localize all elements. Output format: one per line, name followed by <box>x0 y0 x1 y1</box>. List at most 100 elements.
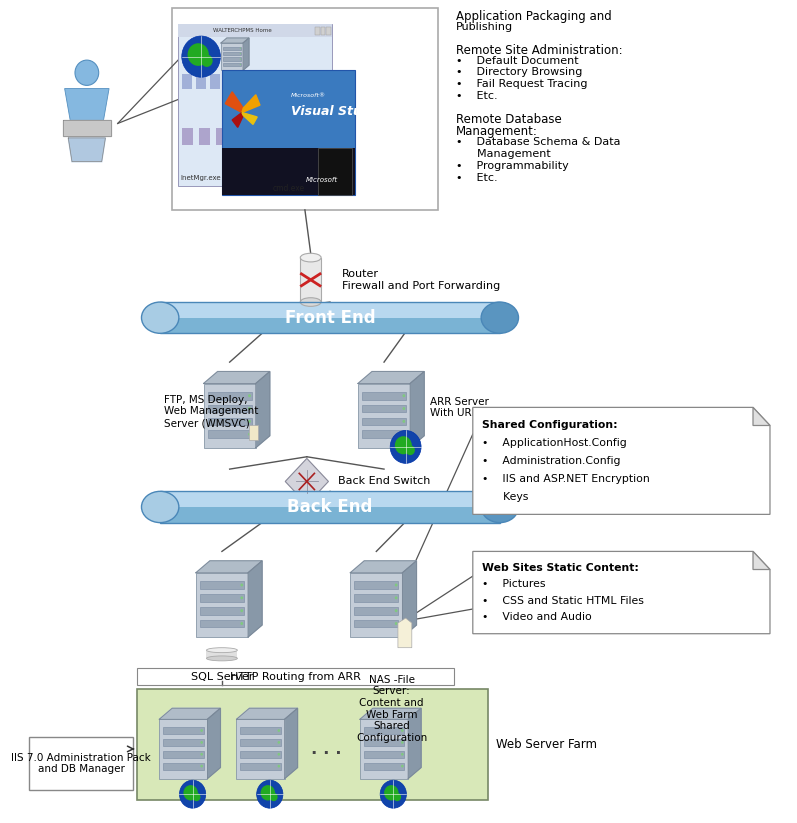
Circle shape <box>380 780 406 808</box>
Bar <box>240 763 281 770</box>
Circle shape <box>277 753 280 756</box>
Circle shape <box>248 407 251 410</box>
Circle shape <box>384 785 398 801</box>
Circle shape <box>200 753 203 756</box>
Circle shape <box>401 765 403 768</box>
Text: Front End: Front End <box>285 309 375 327</box>
Circle shape <box>391 430 421 463</box>
Bar <box>223 74 234 89</box>
Ellipse shape <box>300 298 321 306</box>
Text: Microsoft®: Microsoft® <box>291 92 326 98</box>
Polygon shape <box>65 89 109 120</box>
Text: IIS 7.0 Administration Pack
and DB Manager: IIS 7.0 Administration Pack and DB Manag… <box>11 752 151 774</box>
Text: •    Fail Request Tracing: • Fail Request Tracing <box>456 79 587 90</box>
Text: •    ApplicationHost.Config: • ApplicationHost.Config <box>482 438 626 448</box>
Text: InetMgr.exe: InetMgr.exe <box>181 174 222 181</box>
Text: Remote Database: Remote Database <box>456 113 562 126</box>
Circle shape <box>241 609 243 612</box>
Bar <box>182 128 194 146</box>
Bar <box>163 727 203 734</box>
Bar <box>233 128 245 146</box>
Polygon shape <box>196 560 262 573</box>
Polygon shape <box>226 92 243 113</box>
Ellipse shape <box>300 253 321 262</box>
Polygon shape <box>360 709 421 719</box>
Text: •    Etc.: • Etc. <box>456 91 497 101</box>
Bar <box>206 650 238 658</box>
Text: FTP, MS Deploy,
Web Management
Server (WMSVC): FTP, MS Deploy, Web Management Server (W… <box>164 395 258 428</box>
Bar <box>362 392 406 400</box>
Bar <box>222 70 355 195</box>
Polygon shape <box>243 38 249 70</box>
Bar <box>363 739 404 746</box>
Text: Back End Switch: Back End Switch <box>338 477 430 486</box>
Bar <box>137 689 489 800</box>
Text: cmd.exe: cmd.exe <box>273 184 304 193</box>
Text: •    Video and Audio: • Video and Audio <box>482 612 592 622</box>
Circle shape <box>75 60 99 86</box>
Text: Web Sites Static Content:: Web Sites Static Content: <box>482 563 639 573</box>
Circle shape <box>240 64 241 65</box>
Text: Management:: Management: <box>456 125 538 138</box>
Circle shape <box>406 445 415 455</box>
Text: •    Default Document: • Default Document <box>456 56 579 66</box>
Circle shape <box>402 433 405 435</box>
Polygon shape <box>285 458 328 504</box>
Bar <box>163 739 203 746</box>
Circle shape <box>395 597 398 599</box>
Circle shape <box>270 793 277 802</box>
Polygon shape <box>350 560 417 573</box>
Polygon shape <box>473 407 770 514</box>
Bar <box>355 607 398 615</box>
Circle shape <box>240 58 241 60</box>
Polygon shape <box>232 113 243 128</box>
Bar <box>249 425 258 440</box>
Bar <box>200 594 244 602</box>
Text: . . .: . . . <box>311 740 341 758</box>
Circle shape <box>241 584 243 587</box>
Bar <box>362 417 406 425</box>
Bar <box>172 8 438 210</box>
Bar <box>363 727 404 734</box>
Text: HTTP Routing from ARR: HTTP Routing from ARR <box>230 672 361 681</box>
Text: SQL Server: SQL Server <box>190 672 253 682</box>
Polygon shape <box>402 560 417 637</box>
Polygon shape <box>408 709 421 779</box>
Ellipse shape <box>206 656 238 661</box>
Bar <box>251 74 261 89</box>
Polygon shape <box>203 371 270 384</box>
Polygon shape <box>410 371 424 448</box>
Ellipse shape <box>206 648 238 653</box>
Circle shape <box>193 793 201 802</box>
Circle shape <box>277 729 280 732</box>
Bar <box>160 318 500 333</box>
Bar <box>358 384 410 448</box>
Circle shape <box>277 765 280 768</box>
Polygon shape <box>753 407 770 425</box>
Bar <box>240 751 281 758</box>
Circle shape <box>200 741 203 744</box>
Bar <box>363 763 404 770</box>
Circle shape <box>179 780 206 808</box>
Bar <box>222 63 241 66</box>
Polygon shape <box>398 618 412 648</box>
Bar <box>160 507 500 523</box>
Polygon shape <box>473 551 770 634</box>
Polygon shape <box>207 709 221 779</box>
Bar <box>198 128 210 146</box>
Text: Remote Site Administration:: Remote Site Administration: <box>456 44 622 57</box>
Text: Web Server Farm: Web Server Farm <box>496 738 597 751</box>
Polygon shape <box>159 709 221 719</box>
Bar <box>160 302 500 318</box>
Bar <box>208 405 252 412</box>
Text: Shared Configuration:: Shared Configuration: <box>482 420 618 430</box>
Text: •    Programmability: • Programmability <box>456 160 568 171</box>
Bar <box>208 392 252 400</box>
Circle shape <box>200 729 203 732</box>
Bar <box>29 737 133 790</box>
Circle shape <box>182 36 221 77</box>
Bar <box>237 719 285 779</box>
Circle shape <box>248 433 251 435</box>
Text: Visual Studio·: Visual Studio· <box>291 105 389 118</box>
Polygon shape <box>285 709 297 779</box>
